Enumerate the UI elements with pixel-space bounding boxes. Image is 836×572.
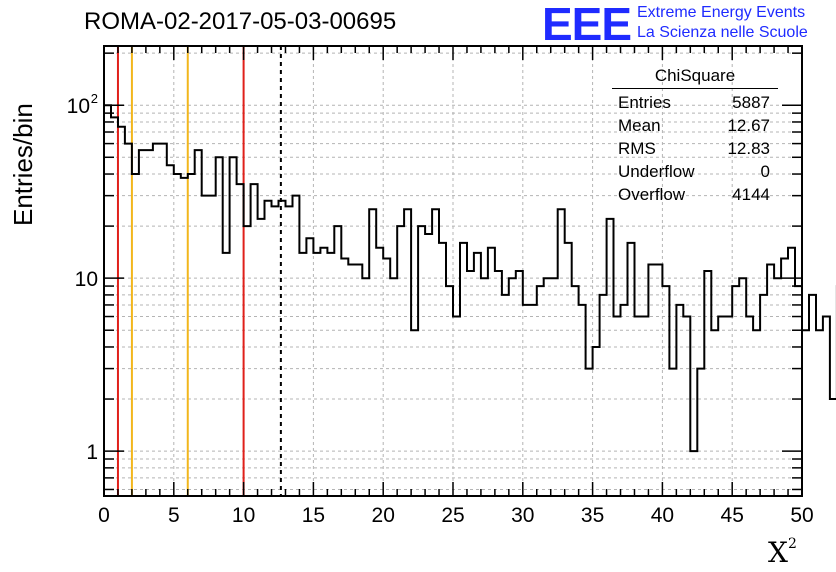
x-tick-label: 5 [168, 504, 180, 527]
x-tick-label: 40 [651, 504, 674, 527]
stats-box: ChiSquare Entries 5887 Mean 12.67 RMS 12… [610, 66, 778, 206]
x-tick-label: 30 [511, 504, 534, 527]
stats-row-rms: RMS 12.83 [610, 137, 778, 160]
y-tick-label: 10 [75, 268, 98, 291]
eee-logo: EEE [542, 0, 632, 50]
x-axis-symbol: X [768, 536, 788, 569]
histogram-line [104, 104, 836, 453]
x-axis-superscript: 2 [787, 536, 797, 552]
y-tick-label-exponent: 2 [91, 91, 98, 106]
axis-ticks [103, 46, 803, 496]
x-tick-label: 20 [372, 504, 395, 527]
stats-title: ChiSquare [612, 66, 778, 89]
x-tick-label: 0 [98, 504, 110, 527]
stats-row-overflow: Overflow 4144 [610, 183, 778, 206]
x-tick-label: 15 [302, 504, 325, 527]
stats-label: Entries [618, 93, 671, 112]
y-axis-label: Entries/bin [8, 103, 38, 226]
stats-value: 12.83 [727, 139, 770, 158]
stats-row-mean: Mean 12.67 [610, 114, 778, 137]
logo-text-line1: Extreme Energy Events [637, 4, 806, 21]
stats-value: 5887 [732, 93, 770, 112]
stats-value: 12.67 [727, 116, 770, 135]
stats-row-entries: Entries 5887 [610, 91, 778, 114]
stats-label: Mean [618, 116, 661, 135]
x-tick-labels: 0 5 10 15 20 25 30 35 40 45 50 [98, 504, 814, 527]
stats-value: 4144 [732, 185, 770, 204]
stats-row-underflow: Underflow 0 [610, 160, 778, 183]
stats-value: 0 [760, 162, 770, 181]
chart-title: ROMA-02-2017-05-03-00695 [84, 8, 397, 35]
y-tick-label: 1 [86, 441, 98, 464]
stats-label: Underflow [618, 162, 695, 181]
x-tick-label: 35 [581, 504, 604, 527]
x-axis-label: X2 [768, 536, 797, 569]
x-tick-label: 50 [790, 504, 813, 527]
logo-text-line2: La Scienza nelle Scuole [637, 24, 808, 41]
x-tick-label: 10 [232, 504, 255, 527]
x-tick-label: 45 [721, 504, 744, 527]
stats-label: Overflow [618, 185, 686, 204]
y-tick-label: 10 [67, 95, 90, 118]
stats-label: RMS [618, 139, 656, 158]
x-tick-label: 25 [441, 504, 464, 527]
